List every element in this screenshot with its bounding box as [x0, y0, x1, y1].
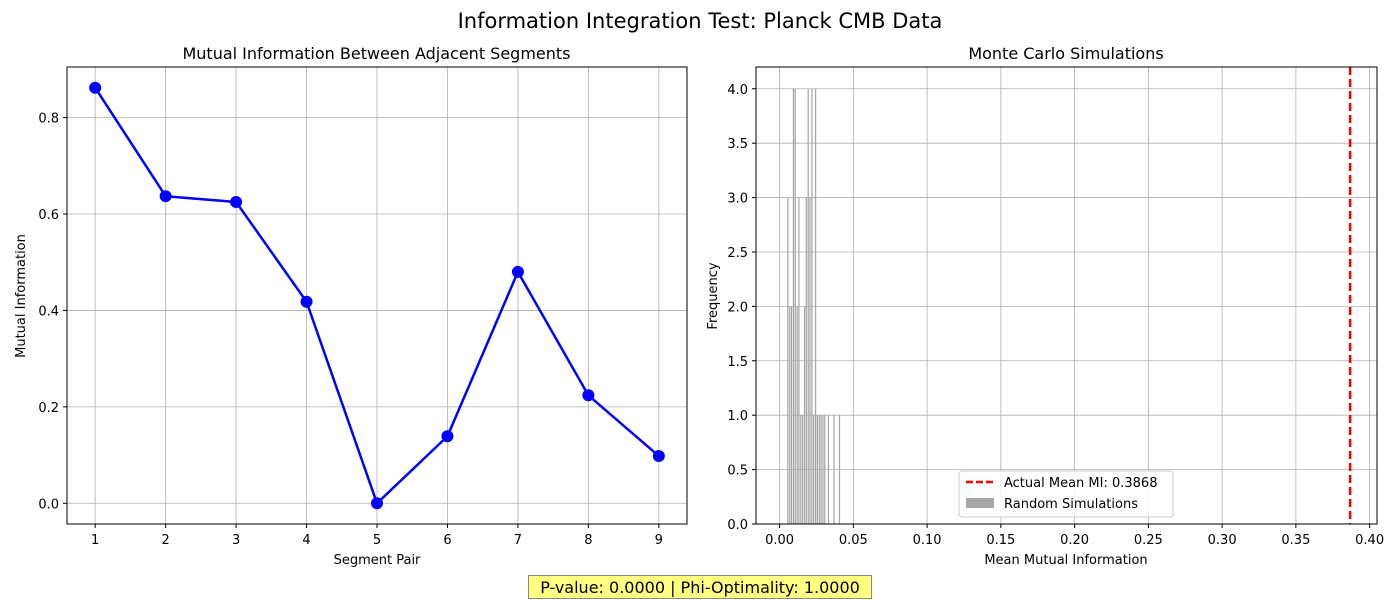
mc-histogram-bar [798, 197, 800, 525]
mi-x-tick-label: 2 [161, 533, 169, 548]
mc-x-tick-label: 0.05 [839, 533, 868, 548]
mi-y-tick-label: 0.0 [38, 497, 59, 512]
mi-x-tick-label: 1 [91, 533, 99, 548]
mc-y-tick-label: 3.0 [727, 192, 748, 207]
mc-x-tick-label: 0.25 [1134, 533, 1163, 548]
mc-x-tick-label: 0.40 [1355, 533, 1384, 548]
mi-line-chart: Mutual Information Between Adjacent Segm… [14, 44, 688, 568]
mc-grid [756, 67, 1377, 525]
mc-histogram-bar [814, 88, 817, 524]
mi-data-point [230, 195, 243, 208]
mi-data-point [159, 190, 172, 203]
mi-data-point [582, 389, 595, 402]
mi-chart-title: Mutual Information Between Adjacent Segm… [182, 44, 570, 63]
mc-y-ticks: 0.0 0.5 1.0 1.5 2.0 2.5 3.0 3.5 4.0 [727, 83, 756, 533]
mc-y-axis-label: Frequency [706, 262, 721, 329]
mi-x-tick-label: 7 [514, 533, 522, 548]
mi-y-tick-label: 0.4 [38, 304, 59, 319]
mc-histogram-bar [800, 415, 802, 524]
mi-x-ticks: 1 2 3 4 5 6 7 8 9 [91, 524, 663, 548]
mc-histogram-bar [807, 88, 809, 524]
mi-series [89, 81, 665, 510]
mi-x-tick-label: 8 [584, 533, 592, 548]
mi-y-ticks: 0.0 0.2 0.4 0.6 0.8 [38, 112, 67, 512]
mi-x-tick-label: 9 [655, 533, 663, 548]
mc-y-tick-label: 1.0 [727, 409, 748, 424]
mc-histogram-chart: Monte Carlo Simulations 0.00 0.05 0.10 0.15… [706, 44, 1384, 568]
mc-histogram-bar [803, 306, 806, 524]
mc-legend-label-actual: Actual Mean MI: 0.3868 [1004, 476, 1157, 491]
mc-y-tick-label: 2.0 [727, 300, 748, 315]
mi-y-axis-label: Mutual Information [14, 234, 29, 358]
mc-legend-bar-swatch [966, 498, 994, 508]
figure-suptitle: Information Integration Test: Planck CMB… [458, 9, 943, 33]
mi-data-point [89, 81, 102, 94]
mi-data-point [652, 450, 665, 463]
mi-data-point [441, 430, 454, 443]
mc-histogram-bar [805, 197, 807, 525]
mc-x-tick-label: 0.15 [986, 533, 1015, 548]
mc-histogram-bar [809, 197, 811, 525]
mc-legend-label-random: Random Simulations [1004, 497, 1138, 512]
mi-grid [67, 67, 687, 524]
mc-histogram-bar [801, 415, 804, 524]
mc-histogram-bar [796, 306, 798, 524]
mc-histogram-bar [816, 415, 818, 524]
mc-histogram-bar [787, 197, 789, 525]
mi-y-tick-label: 0.6 [38, 208, 59, 223]
mi-x-tick-label: 4 [302, 533, 310, 548]
mi-x-axis-label: Segment Pair [334, 553, 421, 568]
mi-y-tick-label: 0.8 [38, 112, 59, 127]
footer-text: P-value: 0.0000 | Phi-Optimality: 1.0000 [540, 577, 860, 597]
mc-histogram-bar [818, 415, 820, 524]
mc-x-tick-label: 0.20 [1060, 533, 1089, 548]
mc-y-tick-label: 0.0 [727, 518, 748, 533]
mi-x-tick-label: 5 [373, 533, 381, 548]
mc-chart-title: Monte Carlo Simulations [968, 44, 1163, 63]
mc-histogram-bar [824, 415, 826, 524]
mc-histogram-bar [790, 306, 793, 524]
mc-y-tick-label: 1.5 [727, 355, 748, 370]
mc-x-tick-label: 0.30 [1208, 533, 1237, 548]
mc-x-tick-label: 0.35 [1281, 533, 1310, 548]
mc-axes-frame [755, 66, 1378, 525]
mi-data-point [511, 265, 524, 278]
mc-histogram-bar [811, 88, 813, 524]
mc-x-tick-label: 0.00 [765, 533, 794, 548]
mi-y-tick-label: 0.2 [38, 401, 59, 416]
mc-bars [787, 88, 841, 525]
mc-x-ticks: 0.00 0.05 0.10 0.15 0.20 0.25 0.30 0.35 0.40 [765, 524, 1384, 548]
mc-histogram-bar [794, 88, 796, 524]
mc-histogram-bar [827, 415, 830, 524]
mc-x-axis-label: Mean Mutual Information [984, 553, 1147, 568]
mc-histogram-bar [838, 415, 841, 524]
mi-data-point [371, 497, 383, 510]
mc-y-tick-label: 3.5 [727, 137, 748, 152]
mc-histogram-bar [833, 415, 835, 524]
mc-histogram-bar [822, 415, 824, 524]
mi-x-tick-label: 6 [443, 533, 451, 548]
mc-histogram-bar [789, 306, 791, 524]
mc-legend-box [958, 470, 1174, 518]
mc-histogram-bar [792, 88, 795, 524]
mc-x-tick-label: 0.10 [913, 533, 942, 548]
footer-annotation: P-value: 0.0000 | Phi-Optimality: 1.0000 [528, 575, 872, 599]
mc-histogram-bar [813, 415, 815, 524]
mc-y-tick-label: 4.0 [727, 83, 748, 98]
mi-data-point [300, 295, 313, 308]
mi-axes-frame [66, 66, 688, 525]
mc-histogram-bar [820, 415, 822, 524]
mi-x-tick-label: 3 [232, 533, 240, 548]
mc-y-tick-label: 2.5 [727, 246, 748, 261]
mc-y-tick-label: 0.5 [727, 464, 748, 479]
mc-legend: Actual Mean MI: 0.3868 Random Simulation… [958, 470, 1174, 518]
